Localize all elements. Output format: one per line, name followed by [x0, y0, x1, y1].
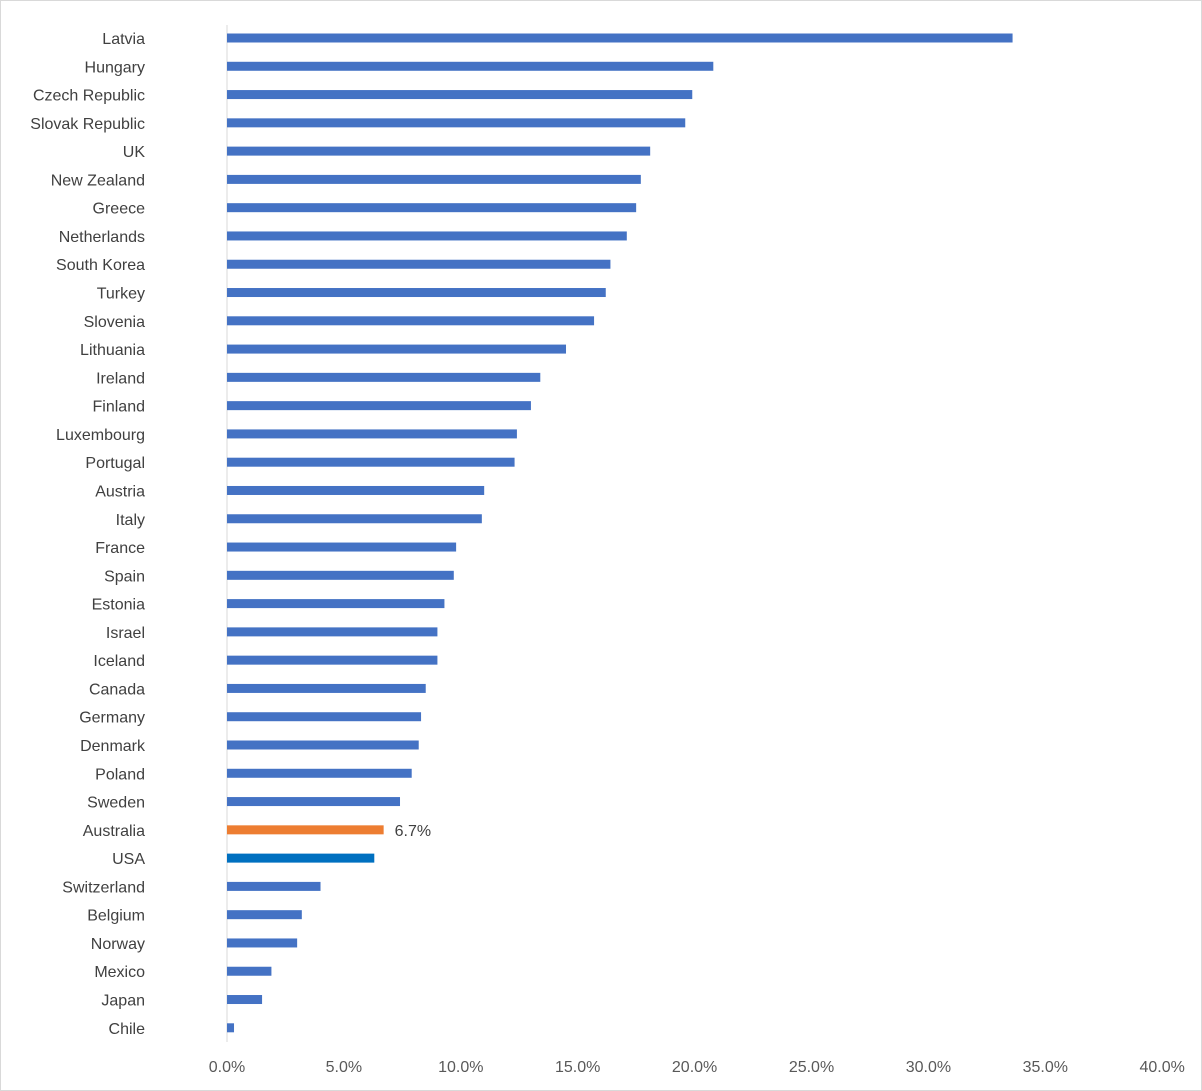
category-label-mexico: Mexico: [94, 964, 145, 981]
category-label-estonia: Estonia: [92, 597, 145, 614]
bar-japan: [227, 995, 263, 1005]
tick-label: 40.0%: [1140, 1059, 1185, 1076]
category-label-finland: Finland: [93, 399, 145, 416]
category-label-spain: Spain: [104, 568, 145, 585]
tick-label: 0.0%: [209, 1059, 245, 1076]
category-label-germany: Germany: [79, 710, 145, 727]
category-label-france: France: [95, 540, 145, 557]
bar-portugal: [227, 457, 515, 467]
category-label-iceland: Iceland: [93, 653, 145, 670]
bar-slovenia: [227, 316, 595, 326]
category-label-turkey: Turkey: [97, 286, 145, 303]
bar-poland: [227, 768, 412, 778]
bar-france: [227, 542, 457, 552]
category-label-new-zealand: New Zealand: [51, 172, 145, 189]
bar-australia: [227, 825, 384, 835]
category-label-greece: Greece: [93, 201, 146, 218]
category-label-norway: Norway: [91, 936, 145, 953]
category-label-switzerland: Switzerland: [62, 879, 145, 896]
bar-finland: [227, 401, 531, 411]
category-label-australia: Australia: [83, 823, 145, 840]
category-label-lithuania: Lithuania: [80, 342, 145, 359]
category-label-italy: Italy: [116, 512, 145, 529]
category-label-chile: Chile: [109, 1021, 146, 1038]
bar-netherlands: [227, 231, 627, 241]
bar-usa: [227, 853, 375, 863]
category-label-czech-republic: Czech Republic: [33, 88, 145, 105]
tick-label: 5.0%: [326, 1059, 362, 1076]
data-labels: 6.7%: [395, 823, 431, 840]
bar-lithuania: [227, 344, 567, 354]
category-label-japan: Japan: [101, 993, 145, 1010]
bar-denmark: [227, 740, 419, 750]
bar-south-korea: [227, 259, 611, 269]
bar-estonia: [227, 599, 445, 609]
bar-greece: [227, 203, 637, 213]
bar-israel: [227, 627, 438, 637]
bar-austria: [227, 485, 485, 495]
category-label-south-korea: South Korea: [56, 257, 145, 274]
bar-latvia: [227, 33, 1013, 43]
category-label-portugal: Portugal: [85, 455, 145, 472]
category-label-uk: UK: [123, 144, 146, 161]
bar-sweden: [227, 797, 401, 807]
bar-belgium: [227, 910, 302, 920]
category-label-canada: Canada: [89, 681, 145, 698]
bar-spain: [227, 570, 454, 580]
bar-chile: [227, 1023, 235, 1033]
tick-label: 30.0%: [906, 1059, 951, 1076]
tick-label: 35.0%: [1023, 1059, 1068, 1076]
bar-new-zealand: [227, 174, 641, 184]
bars-group: [227, 33, 1013, 1033]
bar-germany: [227, 712, 422, 722]
bar-slovak-republic: [227, 118, 686, 128]
category-label-netherlands: Netherlands: [59, 229, 145, 246]
data-label-australia: 6.7%: [395, 823, 431, 840]
bar-canada: [227, 683, 426, 693]
bar-turkey: [227, 288, 606, 298]
category-label-latvia: Latvia: [102, 31, 145, 48]
category-label-ireland: Ireland: [96, 370, 145, 387]
category-label-slovak-republic: Slovak Republic: [30, 116, 145, 133]
category-label-slovenia: Slovenia: [84, 314, 145, 331]
category-label-usa: USA: [112, 851, 145, 868]
bar-mexico: [227, 966, 272, 976]
category-label-israel: Israel: [106, 625, 145, 642]
tick-label: 10.0%: [438, 1059, 483, 1076]
bar-hungary: [227, 61, 714, 71]
bar-iceland: [227, 655, 438, 665]
category-label-hungary: Hungary: [85, 59, 145, 76]
bar-switzerland: [227, 881, 321, 891]
bar-uk: [227, 146, 651, 156]
category-label-belgium: Belgium: [87, 908, 145, 925]
bar-czech-republic: [227, 90, 693, 100]
category-label-poland: Poland: [95, 766, 145, 783]
bar-italy: [227, 514, 482, 524]
bar-norway: [227, 938, 298, 948]
value-tick-labels: 0.0% 5.0% 10.0% 15.0% 20.0% 25.0% 30.0% 35.0% 40…: [209, 1059, 1185, 1076]
category-label-denmark: Denmark: [80, 738, 146, 755]
category-label-austria: Austria: [95, 483, 145, 500]
tick-label: 15.0%: [555, 1059, 600, 1076]
tick-label: 20.0%: [672, 1059, 717, 1076]
category-labels: Latvia Hungary Czech Republic Slovak Republ…: [30, 31, 146, 1038]
tick-label: 25.0%: [789, 1059, 834, 1076]
bar-luxembourg: [227, 429, 517, 439]
category-label-sweden: Sweden: [87, 795, 145, 812]
bar-ireland: [227, 372, 541, 382]
category-label-luxembourg: Luxembourg: [56, 427, 145, 444]
